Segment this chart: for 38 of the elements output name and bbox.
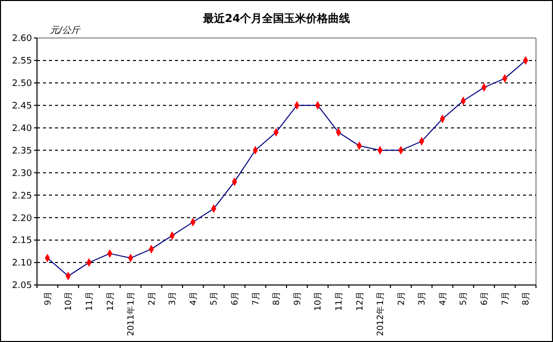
y-tick-label: 2.60 (12, 34, 32, 44)
x-tick-label: 10月 (314, 291, 324, 311)
x-tick-label: 3月 (168, 291, 178, 306)
y-tick-label: 2.20 (12, 214, 32, 224)
y-tick-label: 2.25 (12, 191, 32, 202)
x-tick-label: 9月 (292, 291, 303, 306)
x-tick-label: 10月 (64, 291, 74, 311)
y-axis-title: 元/公斤 (50, 25, 82, 36)
y-tick-label: 2.55 (12, 56, 32, 67)
x-tick-label: 5月 (459, 291, 470, 306)
x-tick-label: 4月 (438, 291, 448, 306)
y-tick-label: 2.10 (12, 258, 32, 269)
y-tick-label: 2.15 (12, 236, 32, 246)
x-tick-label: 7月 (500, 291, 511, 306)
y-tick-label: 2.40 (12, 124, 32, 134)
x-tick-label: 11月 (84, 291, 95, 311)
x-tick-label: 7月 (251, 291, 262, 306)
x-tick-label: 6月 (230, 291, 240, 306)
x-tick-label: 2月 (147, 291, 158, 306)
x-tick-label: 9月 (43, 291, 54, 306)
x-tick-label: 2011年1月 (126, 291, 137, 336)
x-tick-label: 8月 (272, 291, 282, 306)
x-tick-label: 2012年1月 (375, 291, 386, 336)
x-tick-label: 12月 (355, 291, 366, 311)
y-tick-label: 2.30 (12, 168, 32, 179)
x-tick-label: 8月 (522, 291, 532, 306)
x-tick-label: 11月 (334, 291, 344, 311)
x-tick-label: 12月 (106, 291, 116, 311)
x-tick-label: 6月 (480, 291, 490, 306)
y-tick-label: 2.05 (12, 281, 32, 292)
x-tick-label: 2月 (396, 291, 407, 306)
x-tick-label: 3月 (418, 291, 428, 306)
y-tick-label: 2.50 (12, 79, 32, 90)
x-tick-label: 5月 (210, 291, 220, 306)
y-tick-label: 2.45 (12, 102, 32, 112)
x-tick-label: 4月 (188, 291, 199, 306)
chart-title: 最近24个月全国玉米价格曲线 (202, 12, 350, 25)
y-tick-label: 2.35 (12, 146, 32, 156)
